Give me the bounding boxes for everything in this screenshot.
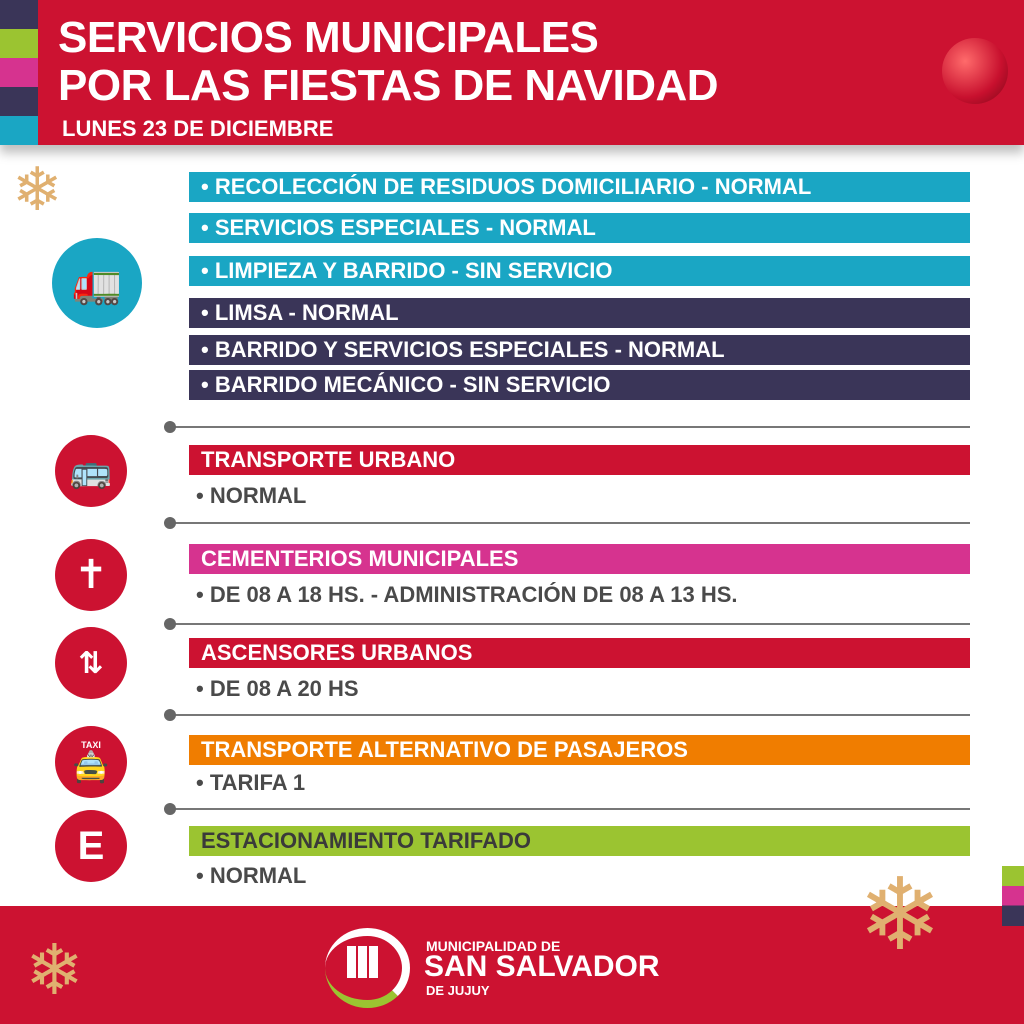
logo-line-2: SAN SALVADOR bbox=[424, 950, 660, 983]
section-detail-taxi: • TARIFA 1 bbox=[196, 770, 306, 795]
residuos-item: • LIMPIEZA Y BARRIDO - SIN SERVICIO bbox=[189, 256, 970, 286]
section-title-transporte: TRANSPORTE URBANO bbox=[189, 445, 970, 475]
section-detail-estacionamiento: • NORMAL bbox=[196, 863, 307, 888]
snowflake-icon: ❄ bbox=[12, 156, 63, 223]
section-title-taxi: TRANSPORTE ALTERNATIVO DE PASAJEROS bbox=[189, 735, 970, 765]
divider bbox=[164, 421, 970, 433]
snowflake-icon: ❄ bbox=[25, 931, 84, 1009]
residuos-item: • LIMSA - NORMAL bbox=[189, 298, 970, 328]
section-detail-cementerios: • DE 08 A 18 HS. - ADMINISTRACIÓN DE 08 … bbox=[196, 582, 738, 607]
divider bbox=[164, 517, 970, 529]
title-line-2: POR LAS FIESTAS DE NAVIDAD bbox=[58, 61, 719, 110]
ornament-ball-icon bbox=[942, 38, 1008, 104]
section-title-cementerios: CEMENTERIOS MUNICIPALES bbox=[189, 544, 970, 574]
logo-line-1: MUNICIPALIDAD DE bbox=[426, 938, 561, 954]
date-subtitle: LUNES 23 DE DICIEMBRE bbox=[62, 116, 334, 141]
section-detail-transporte: • NORMAL bbox=[196, 483, 307, 508]
logo-line-3: DE JUJUY bbox=[426, 983, 490, 998]
cross-icon: ✝ bbox=[55, 539, 127, 611]
section-title-ascensores: ASCENSORES URBANOS bbox=[189, 638, 970, 668]
elevator-icon: ⇅ bbox=[55, 627, 127, 699]
municipality-logo-mark bbox=[325, 928, 410, 1008]
header-banner bbox=[0, 0, 1024, 145]
residuos-item: • BARRIDO MECÁNICO - SIN SERVICIO bbox=[189, 370, 970, 400]
title-line-1: SERVICIOS MUNICIPALES bbox=[58, 13, 599, 62]
residuos-item: • BARRIDO Y SERVICIOS ESPECIALES - NORMA… bbox=[189, 335, 970, 365]
footer-banner bbox=[0, 906, 1024, 1024]
divider bbox=[164, 618, 970, 630]
decorative-stripe bbox=[0, 0, 38, 145]
divider bbox=[164, 709, 970, 721]
residuos-item: • RECOLECCIÓN DE RESIDUOS DOMICILIARIO -… bbox=[189, 172, 970, 202]
logo-window-icon bbox=[347, 946, 379, 978]
parking-e-icon: E bbox=[55, 810, 127, 882]
bus-icon: 🚌 bbox=[55, 435, 127, 507]
residuos-item: • SERVICIOS ESPECIALES - NORMAL bbox=[189, 213, 970, 243]
snowflake-icon: ❄ bbox=[858, 859, 942, 971]
section-detail-ascensores: • DE 08 A 20 HS bbox=[196, 676, 359, 701]
section-title-estacionamiento: ESTACIONAMIENTO TARIFADO bbox=[189, 826, 970, 856]
garbage-truck-icon: 🚛 bbox=[52, 238, 142, 328]
taxi-sign: TAXI bbox=[81, 739, 101, 750]
taxi-icon: TAXI 🚖 bbox=[55, 726, 127, 798]
decorative-stripe bbox=[1002, 866, 1024, 926]
divider bbox=[164, 803, 970, 815]
